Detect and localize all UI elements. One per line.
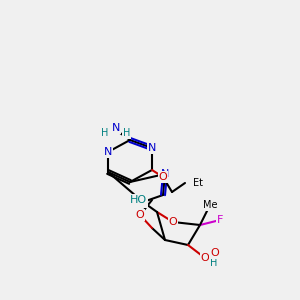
- Text: O: O: [159, 172, 167, 182]
- Text: Et: Et: [193, 178, 203, 188]
- Text: HO: HO: [130, 195, 147, 205]
- Text: N: N: [104, 147, 112, 157]
- Text: N: N: [139, 197, 147, 207]
- Text: H: H: [100, 128, 108, 138]
- Text: N: N: [112, 123, 120, 133]
- Text: H: H: [123, 128, 130, 138]
- Text: N: N: [148, 143, 156, 153]
- Text: F: F: [217, 215, 223, 225]
- Text: O: O: [136, 210, 144, 220]
- Text: O: O: [169, 217, 177, 227]
- Text: H: H: [210, 258, 218, 268]
- Text: N: N: [161, 169, 169, 179]
- Text: O: O: [210, 248, 219, 258]
- Text: Me: Me: [203, 200, 217, 210]
- Text: O: O: [201, 253, 209, 263]
